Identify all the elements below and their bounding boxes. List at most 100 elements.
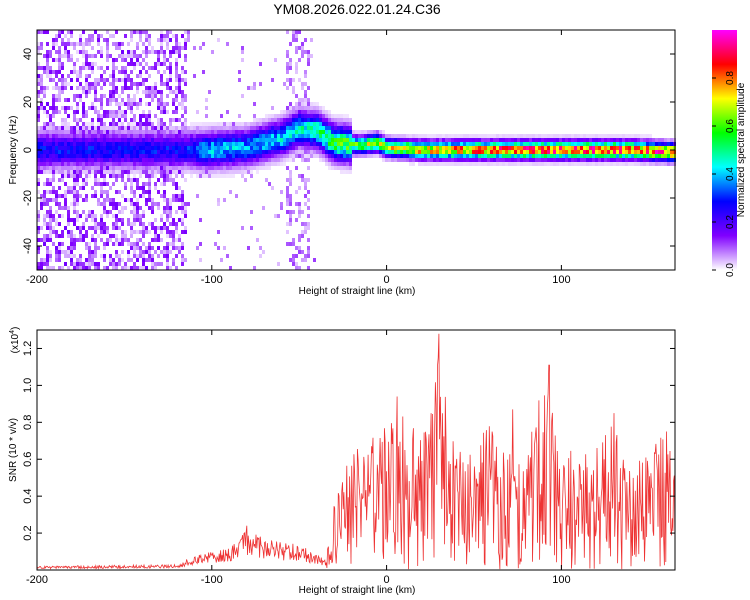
spectrogram-cell <box>79 162 82 166</box>
spectrogram-cell <box>112 154 115 158</box>
spectrogram-cell <box>514 138 517 142</box>
spectrogram-cell <box>277 134 280 138</box>
spectrogram-cell <box>313 150 316 154</box>
spectrogram-cell <box>364 150 367 154</box>
spectrogram-cell <box>631 146 634 150</box>
spectrogram-cell <box>328 134 331 138</box>
spectrogram-cell <box>136 150 139 154</box>
spectrogram-cell <box>139 134 142 138</box>
spectrogram-cell <box>130 110 133 114</box>
spectrogram-cell <box>145 34 148 38</box>
spectrogram-cell <box>88 262 91 266</box>
spectrogram-cell <box>199 166 202 170</box>
spectrogram-cell <box>94 30 97 34</box>
spectrogram-cell <box>190 130 193 134</box>
spectrogram-cell <box>115 150 118 154</box>
spectrogram-cell <box>49 130 52 134</box>
spectrogram-cell <box>268 182 271 186</box>
spectrogram-cell <box>112 166 115 170</box>
spectrogram-cell <box>160 226 163 230</box>
spectrogram-cell <box>196 194 199 198</box>
spectrogram-cell <box>157 122 160 126</box>
spectrogram-cell <box>304 134 307 138</box>
spectrogram-cell <box>79 126 82 130</box>
spectrogram-cell <box>301 122 304 126</box>
spectrogram-cell <box>328 154 331 158</box>
spectrogram-cell <box>109 186 112 190</box>
spectrogram-cell <box>343 142 346 146</box>
spectrogram-cell <box>553 142 556 146</box>
spectrogram-cell <box>166 126 169 130</box>
spectrogram-cell <box>382 150 385 154</box>
spectrogram-cell <box>58 130 61 134</box>
spectrogram-cell <box>67 246 70 250</box>
spectrogram-cell <box>292 30 295 34</box>
spectrogram-cell <box>133 266 136 270</box>
spectrogram-cell <box>268 150 271 154</box>
spectrogram-cell <box>178 158 181 162</box>
spectrogram-cell <box>628 158 631 162</box>
spectrogram-cell <box>556 146 559 150</box>
spectrogram-cell <box>316 138 319 142</box>
spectrogram-cell <box>124 238 127 242</box>
spectrogram-cell <box>85 130 88 134</box>
spectrogram-cell <box>415 134 418 138</box>
spectrogram-cell <box>370 130 373 134</box>
spectrogram-cell <box>88 82 91 86</box>
spectrogram-cell <box>145 130 148 134</box>
spectrogram-cell <box>580 134 583 138</box>
spectrogram-cell <box>166 86 169 90</box>
spectrogram-cell <box>169 162 172 166</box>
spectrogram-cell <box>121 86 124 90</box>
spectrogram-cell <box>106 114 109 118</box>
spectrogram-cell <box>301 178 304 182</box>
spectrogram-cell <box>217 146 220 150</box>
spectrogram-cell <box>418 162 421 166</box>
spectrogram-cell <box>298 114 301 118</box>
spectrogram-cell <box>316 118 319 122</box>
spectrogram-cell <box>250 126 253 130</box>
spectrogram-cell <box>409 138 412 142</box>
spectrogram-cell <box>61 42 64 46</box>
spectrogram-cell <box>607 158 610 162</box>
spectrogram-cell <box>61 134 64 138</box>
spectrogram-cell <box>442 146 445 150</box>
spectrogram-cell <box>262 138 265 142</box>
spectrogram-cell <box>85 258 88 262</box>
spectrogram-cell <box>103 206 106 210</box>
spectrogram-cell <box>286 230 289 234</box>
spectrogram-cell <box>244 170 247 174</box>
spectrogram-cell <box>607 138 610 142</box>
spectrogram-cell <box>64 42 67 46</box>
spectrogram-cell <box>175 130 178 134</box>
spectrogram-cell <box>304 254 307 258</box>
spectrogram-cell <box>295 190 298 194</box>
spectrogram-cell <box>265 162 268 166</box>
spectrogram-cell <box>649 154 652 158</box>
spectrogram-cell <box>145 230 148 234</box>
spectrogram-cell <box>61 78 64 82</box>
spectrogram-cell <box>625 146 628 150</box>
spectrogram-cell <box>325 126 328 130</box>
spectrogram-cell <box>199 170 202 174</box>
spectrogram-cell <box>376 150 379 154</box>
spectrogram-cell <box>355 142 358 146</box>
spectrogram-cell <box>451 138 454 142</box>
spectrogram-cell <box>304 142 307 146</box>
spectrogram-cell <box>118 118 121 122</box>
spectrogram-cell <box>142 50 145 54</box>
spectrogram-cell <box>559 134 562 138</box>
spectrogram-cell <box>256 154 259 158</box>
spectrogram-cell <box>235 142 238 146</box>
spectrogram-cell <box>160 158 163 162</box>
spectrogram-cell <box>625 154 628 158</box>
spectrogram-cell <box>154 86 157 90</box>
spectrogram-cell <box>85 154 88 158</box>
spectrogram-cell <box>181 158 184 162</box>
spectrogram-cell <box>184 202 187 206</box>
spectrogram-cell <box>259 118 262 122</box>
spectrogram-cell <box>241 146 244 150</box>
spectrogram-cell <box>43 234 46 238</box>
spectrogram-cell <box>55 198 58 202</box>
spectrogram-cell <box>40 30 43 34</box>
